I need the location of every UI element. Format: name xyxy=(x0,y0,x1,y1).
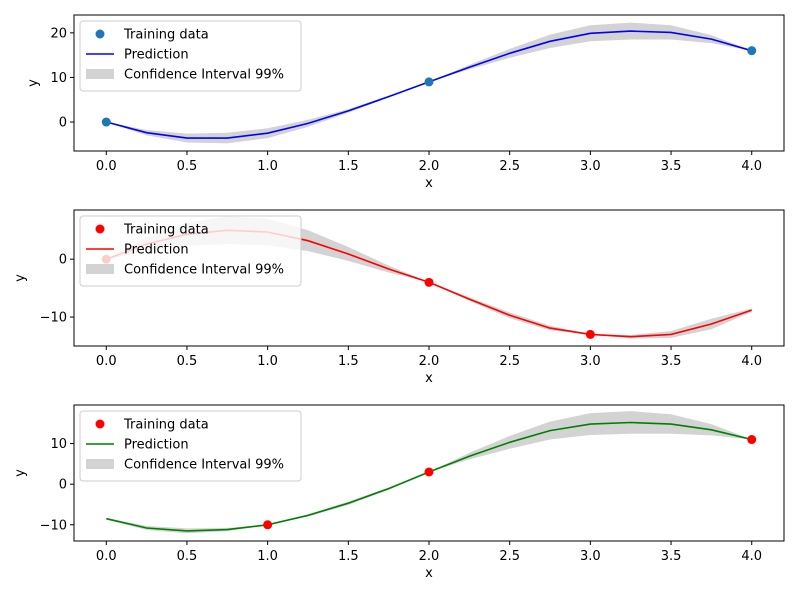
legend-marker-confidence xyxy=(86,264,114,274)
legend-box xyxy=(79,215,302,287)
x-tick-label: 2.5 xyxy=(499,354,520,369)
x-tick-label: 0.5 xyxy=(177,549,198,564)
subplot-3: 0.0 0.5 1.0 1.5 2.0 2.5 3.0 3.5 4.0 −10 0 10 x y Train… xyxy=(13,404,785,581)
y-tick-label: 10 xyxy=(50,71,67,86)
x-tick-label: 4.0 xyxy=(741,549,762,564)
x-tick-label: 1.0 xyxy=(257,354,278,369)
x-tick-label: 0.0 xyxy=(96,354,117,369)
y-axis-label: y xyxy=(26,79,41,87)
x-tick-label: 1.0 xyxy=(257,159,278,174)
legend-marker-training xyxy=(95,224,105,234)
x-tick-label: 2.0 xyxy=(419,549,440,564)
y-axis-label: y xyxy=(13,274,28,282)
legend-label-confidence: Confidence Interval 99% xyxy=(124,68,284,83)
legend-label-training: Training data xyxy=(123,223,209,238)
x-tick-label: 4.0 xyxy=(741,159,762,174)
y-tick-label: 10 xyxy=(50,437,67,452)
x-tick-label: 1.5 xyxy=(338,159,359,174)
x-tick-label: 2.0 xyxy=(419,354,440,369)
confidence-band xyxy=(106,411,752,534)
x-tick-label: 3.0 xyxy=(580,159,601,174)
x-axis-label: x xyxy=(425,176,433,191)
legend-marker-confidence xyxy=(86,459,114,469)
subplot-2: 0.0 0.5 1.0 1.5 2.0 2.5 3.0 3.5 4.0 −10 0 x y Trainin… xyxy=(13,209,785,386)
x-tick-label: 2.5 xyxy=(499,549,520,564)
y-tick-label: 0 xyxy=(59,253,67,268)
x-tick-label: 3.5 xyxy=(661,159,682,174)
legend: Training data Prediction Confidence Interv… xyxy=(79,215,302,287)
training-point xyxy=(101,117,111,127)
y-tick-label: 20 xyxy=(50,26,67,41)
y-tick-label: −10 xyxy=(40,311,67,326)
x-axis-label: x xyxy=(425,566,433,581)
training-point xyxy=(263,520,273,530)
x-tick-label: 3.0 xyxy=(580,549,601,564)
x-tick-label: 1.5 xyxy=(338,549,359,564)
training-point xyxy=(747,46,757,56)
legend-label-confidence: Confidence Interval 99% xyxy=(124,458,284,473)
x-tick-label: 0.0 xyxy=(96,159,117,174)
training-point xyxy=(585,329,595,339)
legend-box xyxy=(79,20,302,92)
y-tick-label: 0 xyxy=(59,478,67,493)
x-tick-label: 0.5 xyxy=(177,354,198,369)
training-point xyxy=(747,435,757,445)
x-axis-label: x xyxy=(425,371,433,386)
x-tick-label: 0.5 xyxy=(177,159,198,174)
training-point xyxy=(424,77,434,87)
x-tick-label: 2.0 xyxy=(419,159,440,174)
legend: Training data Prediction Confidence Interv… xyxy=(79,410,302,482)
y-tick-label: −10 xyxy=(40,518,67,533)
legend-label-training: Training data xyxy=(123,418,209,433)
legend-box xyxy=(79,410,302,482)
y-tick-label: 0 xyxy=(59,116,67,131)
subplot-1: 0.0 0.5 1.0 1.5 2.0 2.5 3.0 3.5 4.0 0 10 20 x y Traini… xyxy=(26,14,785,191)
x-tick-label: 0.0 xyxy=(96,549,117,564)
y-axis-label: y xyxy=(13,469,28,477)
x-tick-label: 2.5 xyxy=(499,159,520,174)
x-tick-label: 3.5 xyxy=(661,549,682,564)
legend-marker-confidence xyxy=(86,69,114,79)
x-tick-label: 4.0 xyxy=(741,354,762,369)
legend-label-prediction: Prediction xyxy=(124,243,189,258)
legend: Training data Prediction Confidence Interv… xyxy=(79,20,302,92)
x-tick-label: 1.0 xyxy=(257,549,278,564)
legend-marker-training xyxy=(95,419,105,429)
legend-label-confidence: Confidence Interval 99% xyxy=(124,263,284,278)
training-point xyxy=(424,277,434,287)
legend-label-prediction: Prediction xyxy=(124,438,189,453)
x-tick-label: 3.0 xyxy=(580,354,601,369)
x-tick-label: 1.5 xyxy=(338,354,359,369)
legend-label-training: Training data xyxy=(123,28,209,43)
legend-label-prediction: Prediction xyxy=(124,48,189,63)
training-point xyxy=(424,467,434,477)
legend-marker-training xyxy=(95,29,105,39)
x-tick-label: 3.5 xyxy=(661,354,682,369)
